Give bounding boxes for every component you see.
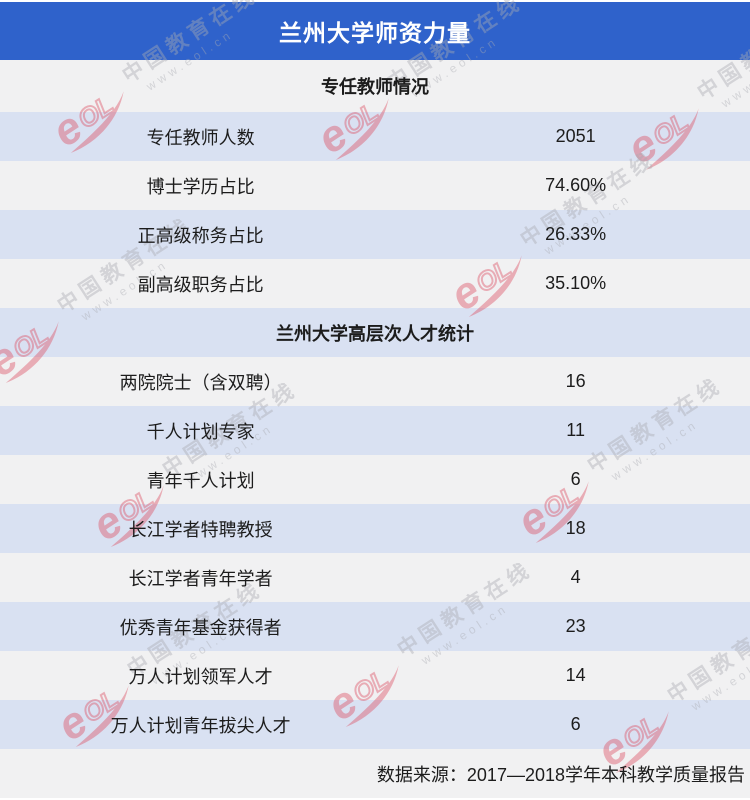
table-row: 青年千人计划 6 <box>0 455 750 504</box>
table-row: 优秀青年基金获得者 23 <box>0 602 750 651</box>
row-value: 6 <box>570 714 581 734</box>
row-label: 千人计划专家 <box>146 421 255 442</box>
section-header: 专任教师情况 <box>0 60 750 112</box>
row-value: 35.10% <box>545 273 607 293</box>
title-bar: 兰州大学师资力量 <box>0 2 750 60</box>
row-label: 青年千人计划 <box>146 470 255 491</box>
row-value: 11 <box>566 420 585 440</box>
row-label: 长江学者青年学者 <box>128 568 273 589</box>
table-row: 博士学历占比 74.60% <box>0 161 750 210</box>
row-value: 23 <box>565 616 586 636</box>
row-label: 副高级职务占比 <box>137 274 264 295</box>
row-label: 长江学者特聘教授 <box>128 519 273 540</box>
row-label: 两院院士（含双聘） <box>119 372 282 393</box>
table-row: 副高级职务占比 35.10% <box>0 259 750 308</box>
section-title: 专任教师情况 <box>321 77 429 97</box>
row-value: 18 <box>565 518 586 538</box>
data-source-note: 数据来源：2017—2018学年本科教学质量报告 <box>0 749 750 798</box>
table-row: 万人计划青年拔尖人才 6 <box>0 700 750 749</box>
row-label: 专任教师人数 <box>146 127 255 148</box>
row-label: 博士学历占比 <box>146 176 255 197</box>
data-source-text: 数据来源：2017—2018学年本科教学质量报告 <box>376 764 745 785</box>
stats-table: 专任教师情况 专任教师人数 2051 博士学历占比 74.60% 正高级称务占比… <box>0 60 750 749</box>
row-value: 26.33% <box>545 224 607 244</box>
table-row: 千人计划专家 11 <box>0 406 750 455</box>
table-row: 长江学者青年学者 4 <box>0 553 750 602</box>
row-label: 正高级称务占比 <box>137 225 264 246</box>
row-value: 16 <box>565 371 586 391</box>
row-value: 2051 <box>555 126 596 146</box>
row-label: 优秀青年基金获得者 <box>119 617 282 638</box>
page-title: 兰州大学师资力量 <box>279 20 471 46</box>
table-row: 正高级称务占比 26.33% <box>0 210 750 259</box>
row-value: 14 <box>565 665 586 685</box>
table-row: 专任教师人数 2051 <box>0 112 750 161</box>
row-value: 74.60% <box>545 175 607 195</box>
row-value: 4 <box>570 567 581 587</box>
table-row: 两院院士（含双聘） 16 <box>0 357 750 406</box>
table-row: 长江学者特聘教授 18 <box>0 504 750 553</box>
row-label: 万人计划青年拔尖人才 <box>110 715 291 736</box>
row-label: 万人计划领军人才 <box>128 666 273 687</box>
section-title: 兰州大学高层次人才统计 <box>276 323 474 344</box>
section-header: 兰州大学高层次人才统计 <box>0 308 750 357</box>
table-row: 万人计划领军人才 14 <box>0 651 750 700</box>
row-value: 6 <box>570 469 581 489</box>
